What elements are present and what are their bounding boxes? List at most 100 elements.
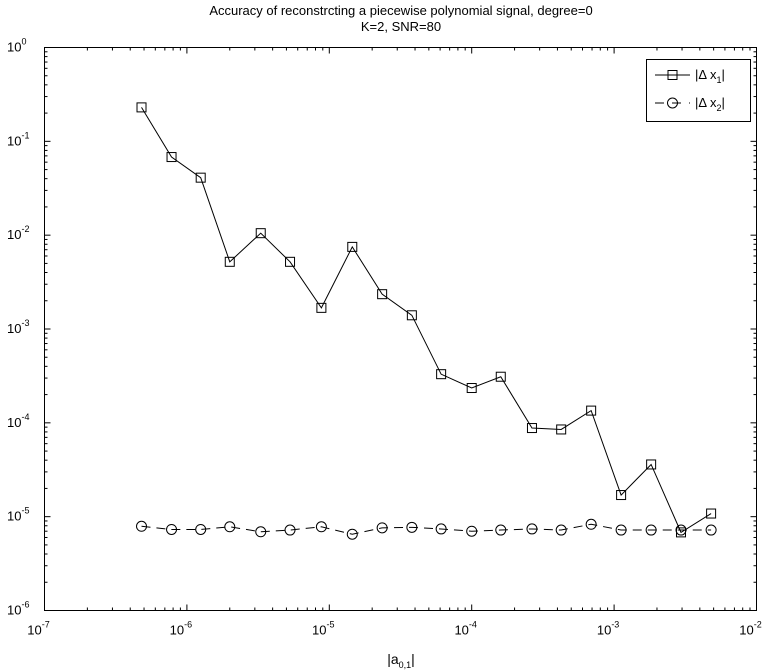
- legend-label-subscript: 1: [716, 75, 721, 85]
- y-tick-label: 10-2: [7, 224, 29, 242]
- y-tick-label-base: 10: [7, 509, 21, 524]
- x-axis-label-end: |: [411, 651, 415, 667]
- x-tick-label-base: 10: [170, 623, 184, 638]
- series-2-point: [195, 523, 207, 535]
- series-2-point: [435, 523, 447, 535]
- series-2-point: [555, 524, 567, 536]
- legend-label-text: |Δ x: [695, 67, 717, 82]
- x-tick-label-exponent: -6: [184, 620, 192, 630]
- series-1-point: [377, 289, 388, 300]
- series-2-point: [406, 521, 418, 533]
- series-2-point: [495, 524, 507, 536]
- legend-box: [646, 59, 751, 122]
- y-tick-label-exponent: -1: [21, 130, 29, 140]
- series-1-point: [556, 424, 567, 435]
- axis-ticks: [44, 47, 757, 611]
- series-2-point: [526, 523, 538, 535]
- y-tick-label-exponent: -3: [21, 318, 29, 328]
- legend-marker-2: [667, 97, 678, 109]
- legend-label-subscript: 2: [716, 103, 721, 113]
- series-1-point: [646, 459, 657, 470]
- series-2-point: [166, 523, 178, 535]
- y-tick-label-base: 10: [7, 133, 21, 148]
- series-2-point: [615, 524, 627, 536]
- x-axis-label-base: |a: [387, 651, 399, 667]
- x-tick-label: 10-7: [27, 620, 49, 638]
- x-tick-label: 10-4: [454, 620, 476, 638]
- y-tick-label-base: 10: [7, 227, 21, 242]
- series-1-point: [406, 310, 417, 321]
- y-tick-label: 10-5: [7, 506, 29, 524]
- chart-title-group: Accuracy of reconstrcting a piecewise po…: [209, 3, 592, 34]
- legend-entry-1: |Δ x1|: [655, 67, 725, 85]
- legend-label-2: |Δ x2|: [695, 95, 725, 113]
- series-1-point: [285, 256, 296, 267]
- legend-marker-1: [667, 70, 678, 80]
- chart-subtitle: K=2, SNR=80: [361, 19, 441, 34]
- x-tick-label-base: 10: [597, 623, 611, 638]
- series-1-point: [526, 423, 537, 434]
- y-tick-label: 10-1: [7, 130, 29, 148]
- series-1-point: [706, 508, 717, 519]
- series-1-point: [195, 172, 206, 183]
- y-tick-label-exponent: -5: [21, 506, 29, 516]
- legend-entry-2: |Δ x2|: [655, 95, 725, 113]
- x-tick-label-exponent: -5: [327, 620, 335, 630]
- legend-label-end: |: [721, 67, 724, 82]
- legend-label-end: |: [721, 95, 724, 110]
- series-2-point: [705, 524, 717, 536]
- series-2-point: [376, 522, 388, 534]
- x-tick-label-exponent: -2: [754, 620, 762, 630]
- x-tick-label-exponent: -3: [611, 620, 619, 630]
- series-2-point: [224, 521, 236, 533]
- series-2: [136, 518, 717, 540]
- x-tick-label-base: 10: [312, 623, 326, 638]
- series-2-point: [346, 528, 358, 540]
- x-tick-label-exponent: -4: [469, 620, 477, 630]
- y-tick-label-base: 10: [7, 603, 21, 618]
- x-axis-label: |a0,1|: [387, 651, 415, 670]
- series-1-point: [347, 241, 358, 252]
- series-2-point: [675, 524, 687, 536]
- y-tick-label-exponent: -2: [21, 224, 29, 234]
- x-tick-label: 10-5: [312, 620, 334, 638]
- y-tick-label: 10-6: [7, 600, 29, 618]
- x-tick-label: 10-2: [739, 620, 761, 638]
- x-axis-label-subscript: 0,1: [399, 660, 412, 670]
- series-2-point: [585, 518, 597, 530]
- legend-label-1: |Δ x1|: [695, 67, 725, 85]
- series-1: [136, 102, 717, 538]
- series-1-point: [436, 369, 447, 380]
- y-tick-label-base: 10: [7, 321, 21, 336]
- series-1-point: [616, 490, 627, 501]
- series-layer: [136, 102, 717, 540]
- series-2-point: [284, 524, 296, 536]
- x-tick-label-exponent: -7: [42, 620, 50, 630]
- x-tick-label-base: 10: [454, 623, 468, 638]
- x-tick-label: 10-6: [170, 620, 192, 638]
- series-2-point: [466, 525, 478, 537]
- y-tick-label-base: 10: [7, 40, 21, 55]
- y-tick-label-base: 10: [7, 415, 21, 430]
- series-1-point: [166, 152, 177, 163]
- chart-title: Accuracy of reconstrcting a piecewise po…: [209, 3, 592, 18]
- series-1-point: [316, 302, 327, 313]
- x-tick-label-base: 10: [739, 623, 753, 638]
- series-2-point: [136, 520, 148, 532]
- y-tick-label: 10-4: [7, 412, 29, 430]
- series-1-point: [224, 256, 235, 267]
- y-tick-label-exponent: -6: [21, 600, 29, 610]
- series-1-point: [136, 102, 147, 113]
- x-tick-label: 10-3: [597, 620, 619, 638]
- series-1-point: [495, 371, 506, 382]
- y-tick-label: 10-3: [7, 318, 29, 336]
- y-tick-label-exponent: -4: [21, 412, 29, 422]
- legend: |Δ x1||Δ x2|: [646, 59, 751, 122]
- series-1-point: [466, 383, 477, 394]
- series-1-line: [141, 107, 712, 534]
- x-tick-labels: 10-7 10-6 10-5 10-4 10-3 10-2: [27, 620, 761, 638]
- series-1-point: [586, 405, 597, 416]
- series-2-point: [315, 521, 327, 533]
